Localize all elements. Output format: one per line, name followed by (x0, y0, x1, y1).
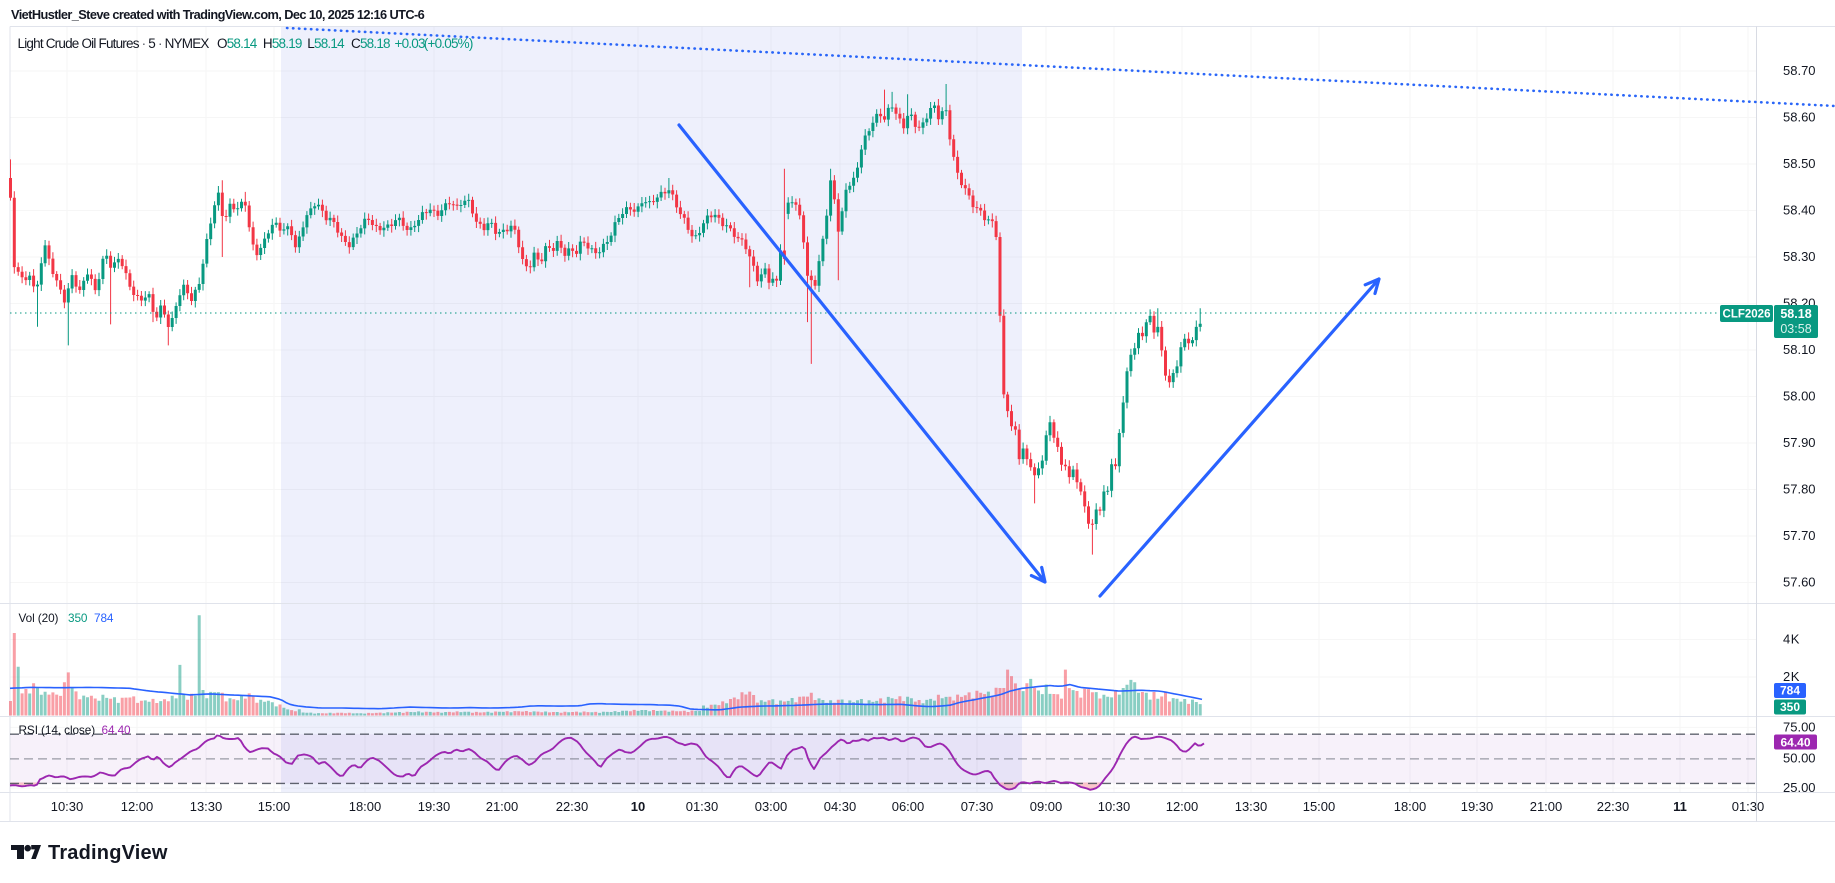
svg-text:19:30: 19:30 (418, 799, 451, 814)
svg-text:22:30: 22:30 (556, 799, 589, 814)
svg-text:01:30: 01:30 (1732, 799, 1765, 814)
svg-text:58.60: 58.60 (1783, 110, 1816, 125)
svg-text:10: 10 (631, 799, 645, 814)
svg-text:2K: 2K (1783, 669, 1800, 684)
svg-text:57.70: 57.70 (1783, 528, 1816, 543)
svg-text:15:00: 15:00 (1303, 799, 1336, 814)
svg-text:12:00: 12:00 (1166, 799, 1199, 814)
svg-text:22:30: 22:30 (1597, 799, 1630, 814)
svg-text:RSI (14, close)64.40: RSI (14, close) 64.40 (19, 723, 132, 737)
svg-text:04:30: 04:30 (824, 799, 857, 814)
svg-text:58.18: 58.18 (1780, 307, 1811, 321)
svg-text:Light Crude Oil Futures · 5 ·: Light Crude Oil Futures · 5 · NYMEX O58.1… (18, 36, 473, 51)
svg-text:75.00: 75.00 (1783, 719, 1816, 734)
svg-text:57.90: 57.90 (1783, 435, 1816, 450)
svg-text:58.10: 58.10 (1783, 342, 1816, 357)
svg-text:03:00: 03:00 (755, 799, 788, 814)
svg-text:13:30: 13:30 (1235, 799, 1268, 814)
svg-text:58.70: 58.70 (1783, 63, 1816, 78)
svg-text:350: 350 (1780, 700, 1800, 714)
svg-text:4K: 4K (1783, 632, 1800, 647)
svg-text:03:58: 03:58 (1780, 322, 1811, 336)
svg-text:25.00: 25.00 (1783, 780, 1816, 795)
svg-text:CLF2026: CLF2026 (1723, 309, 1771, 321)
svg-text:57.80: 57.80 (1783, 482, 1816, 497)
svg-text:10:30: 10:30 (51, 799, 84, 814)
svg-text:01:30: 01:30 (686, 799, 719, 814)
svg-text:13:30: 13:30 (190, 799, 223, 814)
svg-text:15:00: 15:00 (258, 799, 291, 814)
svg-text:58.30: 58.30 (1783, 249, 1816, 264)
svg-text:784: 784 (1780, 684, 1800, 698)
svg-text:18:00: 18:00 (1394, 799, 1427, 814)
svg-text:07:30: 07:30 (961, 799, 994, 814)
svg-text:50.00: 50.00 (1783, 751, 1816, 766)
svg-text:06:00: 06:00 (892, 799, 925, 814)
svg-text:57.60: 57.60 (1783, 575, 1816, 590)
svg-text:TradingView: TradingView (48, 842, 168, 864)
svg-text:12:00: 12:00 (121, 799, 154, 814)
svg-text:64.40: 64.40 (1780, 736, 1810, 750)
svg-text:58.40: 58.40 (1783, 203, 1816, 218)
svg-text:21:00: 21:00 (1530, 799, 1563, 814)
svg-text:VietHustler_Steve created with: VietHustler_Steve created with TradingVi… (11, 7, 425, 22)
svg-text:11: 11 (1673, 799, 1687, 814)
svg-text:58.50: 58.50 (1783, 156, 1816, 171)
svg-text:58.00: 58.00 (1783, 389, 1816, 404)
svg-text:21:00: 21:00 (486, 799, 519, 814)
svg-text:09:00: 09:00 (1030, 799, 1063, 814)
svg-text:19:30: 19:30 (1461, 799, 1494, 814)
svg-text:18:00: 18:00 (349, 799, 382, 814)
svg-text:10:30: 10:30 (1098, 799, 1131, 814)
